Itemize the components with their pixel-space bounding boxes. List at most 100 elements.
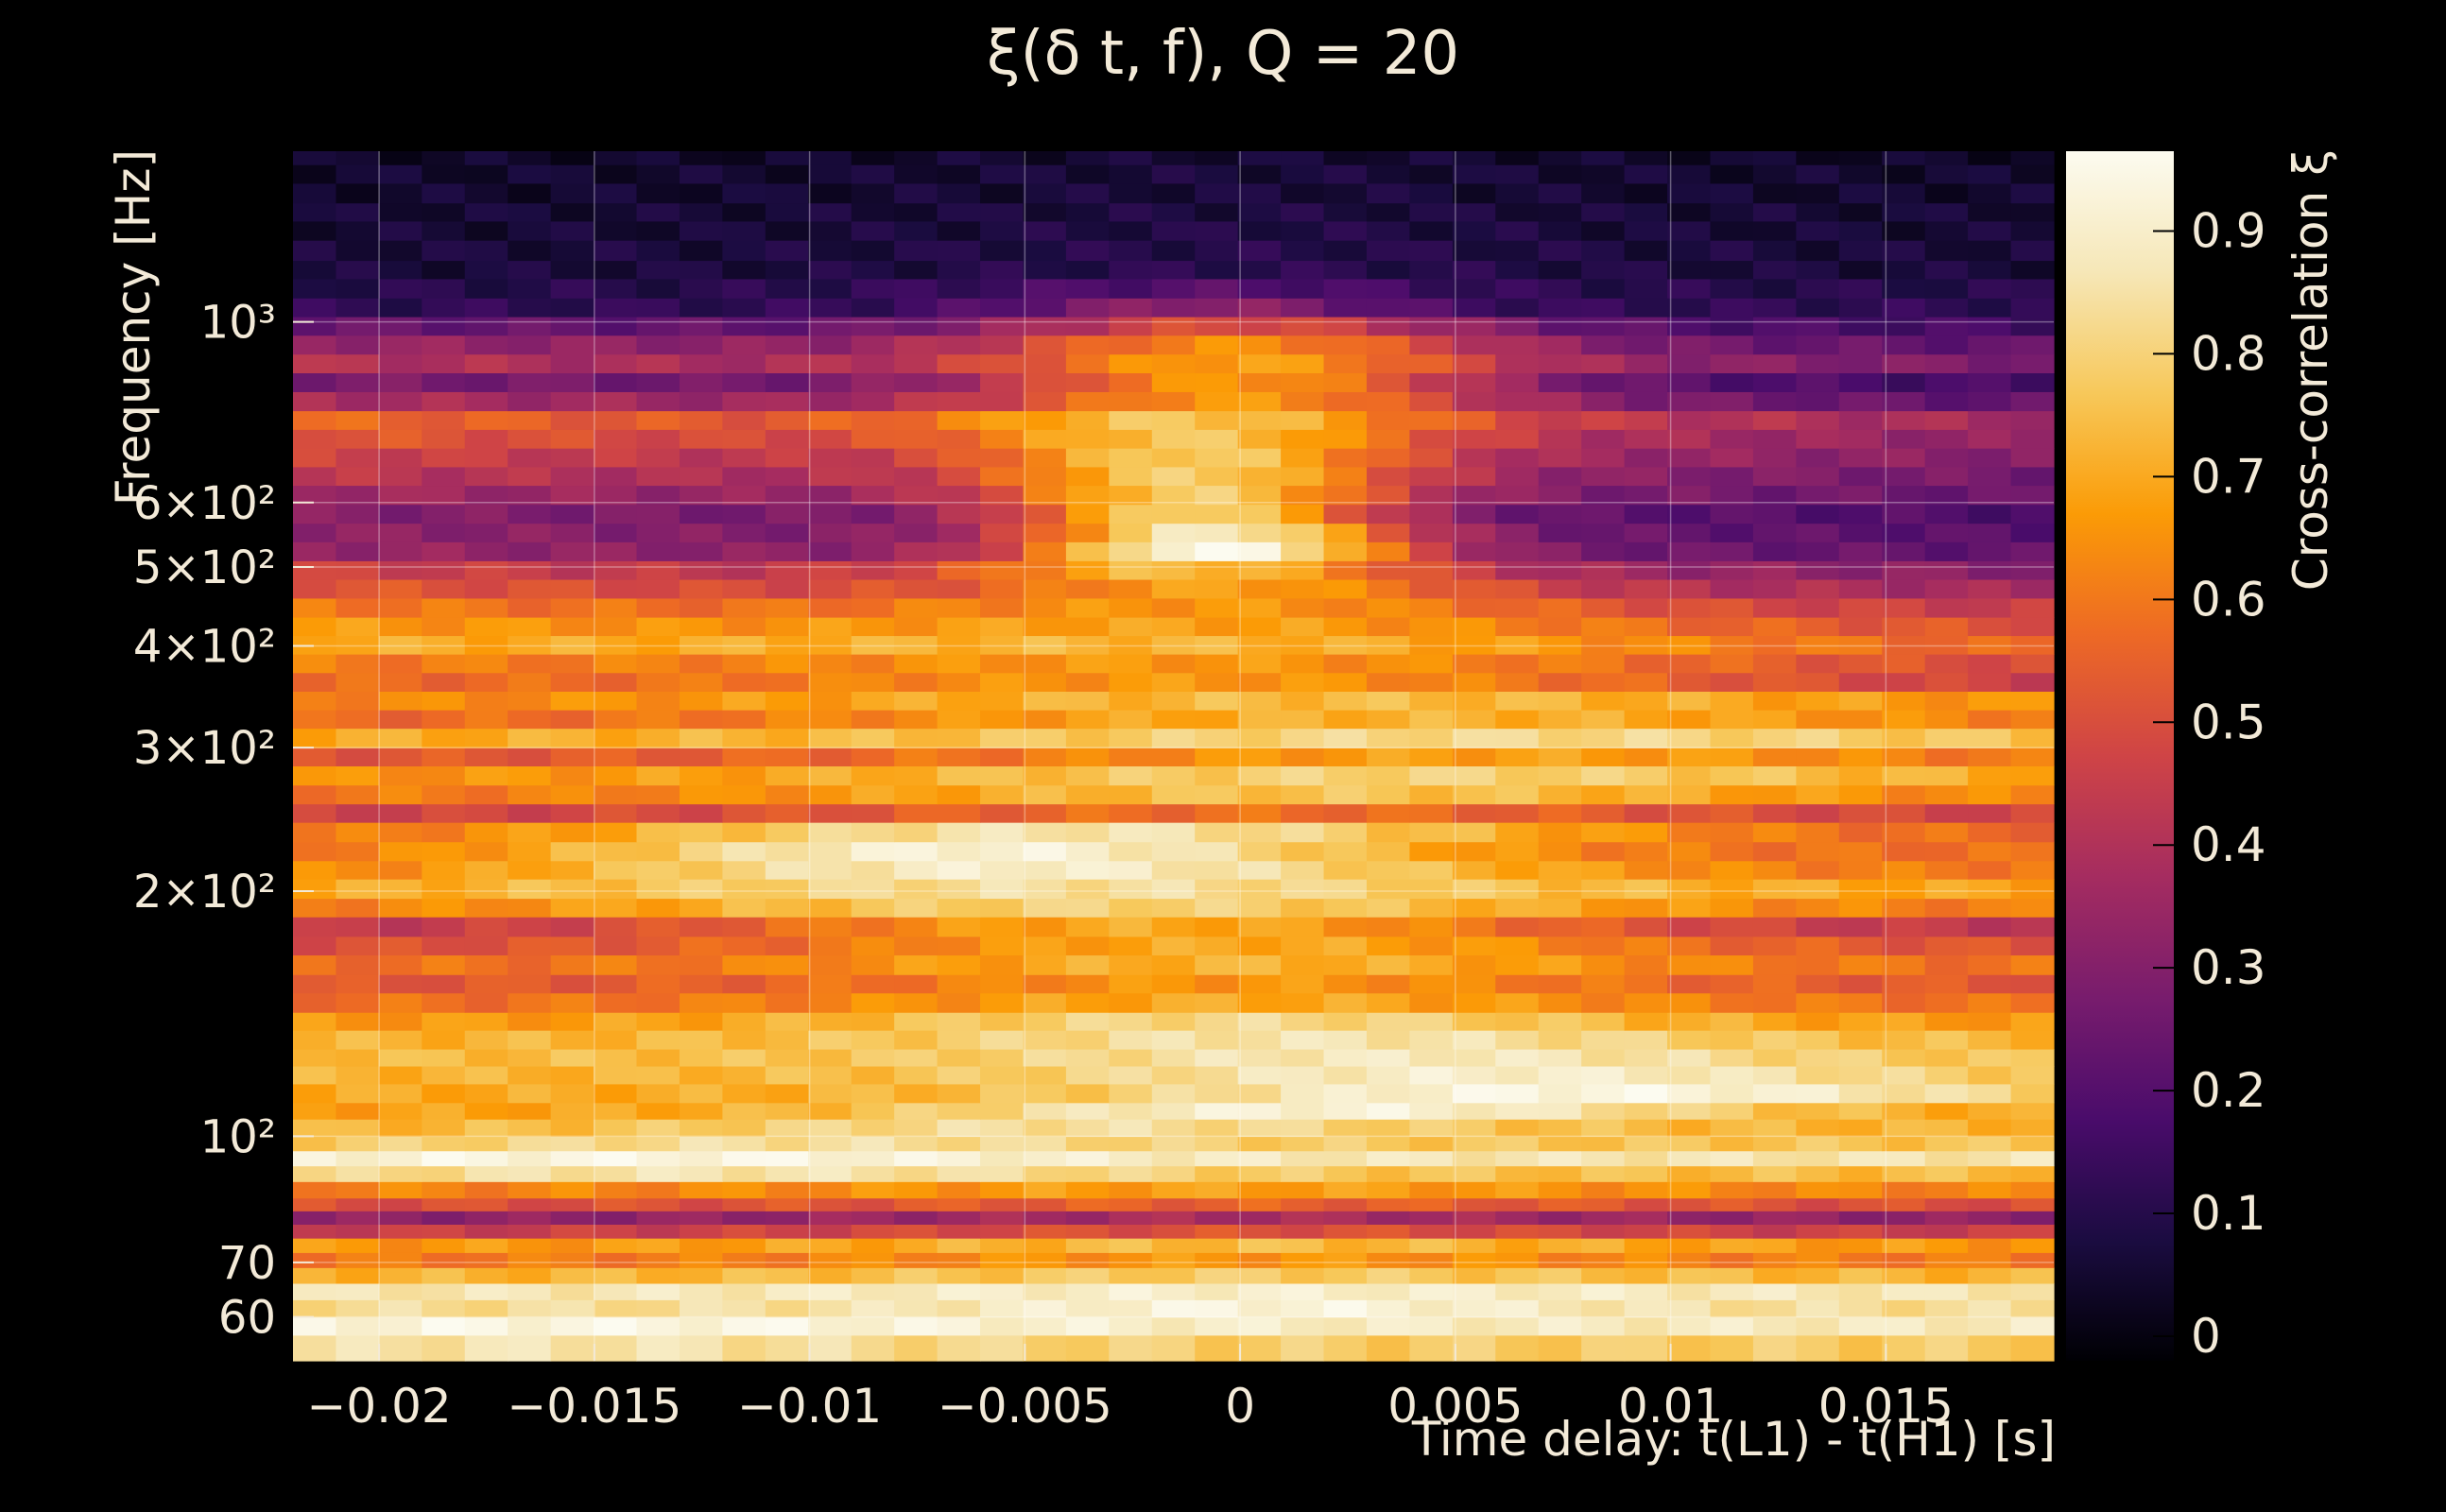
heatmap-cell (1023, 1150, 1067, 1167)
heatmap-cell (1968, 710, 2012, 730)
heatmap-cell (765, 240, 809, 262)
heatmap-cell (980, 391, 1025, 412)
heatmap-cell (1667, 202, 1712, 222)
heatmap-cell (2010, 1136, 2055, 1152)
heatmap-cell (594, 448, 638, 468)
heatmap-cell (464, 654, 508, 674)
heatmap-cell (594, 1030, 638, 1050)
heatmap-cell (894, 335, 939, 355)
heatmap-cell (636, 1165, 680, 1182)
heatmap-cell (1065, 410, 1110, 430)
heatmap-cell (1581, 1119, 1626, 1137)
heatmap-cell (2010, 1238, 2055, 1253)
heatmap-cell (980, 691, 1025, 711)
heatmap-cell (594, 298, 638, 318)
heatmap-cell (1065, 1012, 1110, 1031)
heatmap-cell (550, 1065, 594, 1085)
heatmap-cell (1323, 541, 1368, 561)
heatmap-cell (1281, 298, 1325, 318)
heatmap-cell (1581, 1316, 1626, 1336)
heatmap-cell (765, 391, 809, 412)
heatmap-cell (1838, 728, 1883, 748)
heatmap-cell (1710, 335, 1754, 355)
heatmap-cell (1924, 220, 1969, 241)
heatmap-cell (937, 1334, 981, 1362)
heatmap-cell (1968, 765, 2012, 786)
heatmap-cell (1195, 1030, 1239, 1050)
heatmap-cell (378, 691, 422, 711)
heatmap-cell (1882, 202, 1926, 222)
heatmap-cell (1109, 898, 1153, 918)
heatmap-cell (508, 1136, 552, 1152)
heatmap-cell (894, 1197, 939, 1211)
heatmap-cell (1151, 560, 1196, 580)
heatmap-cell (1065, 1267, 1110, 1284)
heatmap-cell (1109, 1119, 1153, 1137)
heatmap-cell (1495, 448, 1540, 468)
heatmap-cell (722, 335, 767, 355)
heatmap-cell (1796, 803, 1840, 823)
heatmap-cell (1752, 728, 1797, 748)
heatmap-cell (1151, 710, 1196, 730)
heatmap-cell (1452, 1238, 1496, 1253)
heatmap-cell (1538, 841, 1582, 862)
heatmap-cell (1968, 182, 2012, 204)
heatmap-cell (378, 1102, 422, 1120)
heatmap-cell (1796, 1267, 1840, 1284)
heatmap-cell (1581, 765, 1626, 786)
heatmap-cell (808, 335, 853, 355)
heatmap-cell (1237, 616, 1282, 637)
heatmap-cell (1581, 1083, 1626, 1104)
heatmap-cell (980, 182, 1025, 204)
heatmap-cell (679, 1197, 723, 1211)
heatmap-cell (1366, 1150, 1411, 1167)
heatmap-cell (1968, 1030, 2012, 1050)
heatmap-cell (679, 429, 723, 449)
heatmap-cell (1281, 747, 1325, 766)
heatmap-cell (293, 1119, 337, 1137)
heatmap-cell (765, 1136, 809, 1152)
heatmap-cell (1838, 578, 1883, 599)
heatmap-cell (1237, 803, 1282, 823)
heatmap-cell (1968, 523, 2012, 542)
heatmap-cell (1366, 485, 1411, 506)
heatmap-cell (1752, 1083, 1797, 1104)
heatmap-cell (1323, 1316, 1368, 1336)
heatmap-cell (464, 691, 508, 711)
heatmap-cell (765, 1119, 809, 1137)
heatmap-cell (464, 1181, 508, 1199)
heatmap-cell (808, 992, 853, 1013)
heatmap-cell (1924, 240, 1969, 262)
heatmap-cell (1796, 278, 1840, 299)
heatmap-cell (1796, 1048, 1840, 1067)
heatmap-cell (1968, 974, 2012, 994)
heatmap-cell (1195, 298, 1239, 318)
heatmap-cell (1237, 635, 1282, 655)
heatmap-cell (378, 765, 422, 786)
heatmap-cell (1281, 1211, 1325, 1225)
heatmap-cell (1752, 1150, 1797, 1167)
heatmap-cell (1195, 1238, 1239, 1253)
heatmap-cell (1151, 616, 1196, 637)
heatmap-cell (722, 504, 767, 524)
heatmap-cell (1452, 335, 1496, 355)
heatmap-cell (808, 391, 853, 412)
heatmap-cell (1624, 1224, 1668, 1239)
heatmap-cell (550, 1102, 594, 1120)
heatmap-cell (378, 391, 422, 412)
heatmap-cell (808, 182, 853, 204)
heatmap-cell (1495, 1316, 1540, 1336)
heatmap-cell (1924, 1102, 1969, 1120)
heatmap-cell (1281, 879, 1325, 900)
heatmap-cell (1838, 1083, 1883, 1104)
heatmap-cell (636, 335, 680, 355)
heatmap-cell (594, 220, 638, 241)
heatmap-cell (1409, 410, 1454, 430)
heatmap-cell (550, 1299, 594, 1318)
heatmap-cell (937, 936, 981, 956)
colorbar-tick-label: 0 (2191, 1309, 2221, 1364)
heatmap-cell (508, 616, 552, 637)
heatmap-cell (636, 1224, 680, 1239)
heatmap-cell (1495, 182, 1540, 204)
heatmap-cell (1882, 654, 1926, 674)
